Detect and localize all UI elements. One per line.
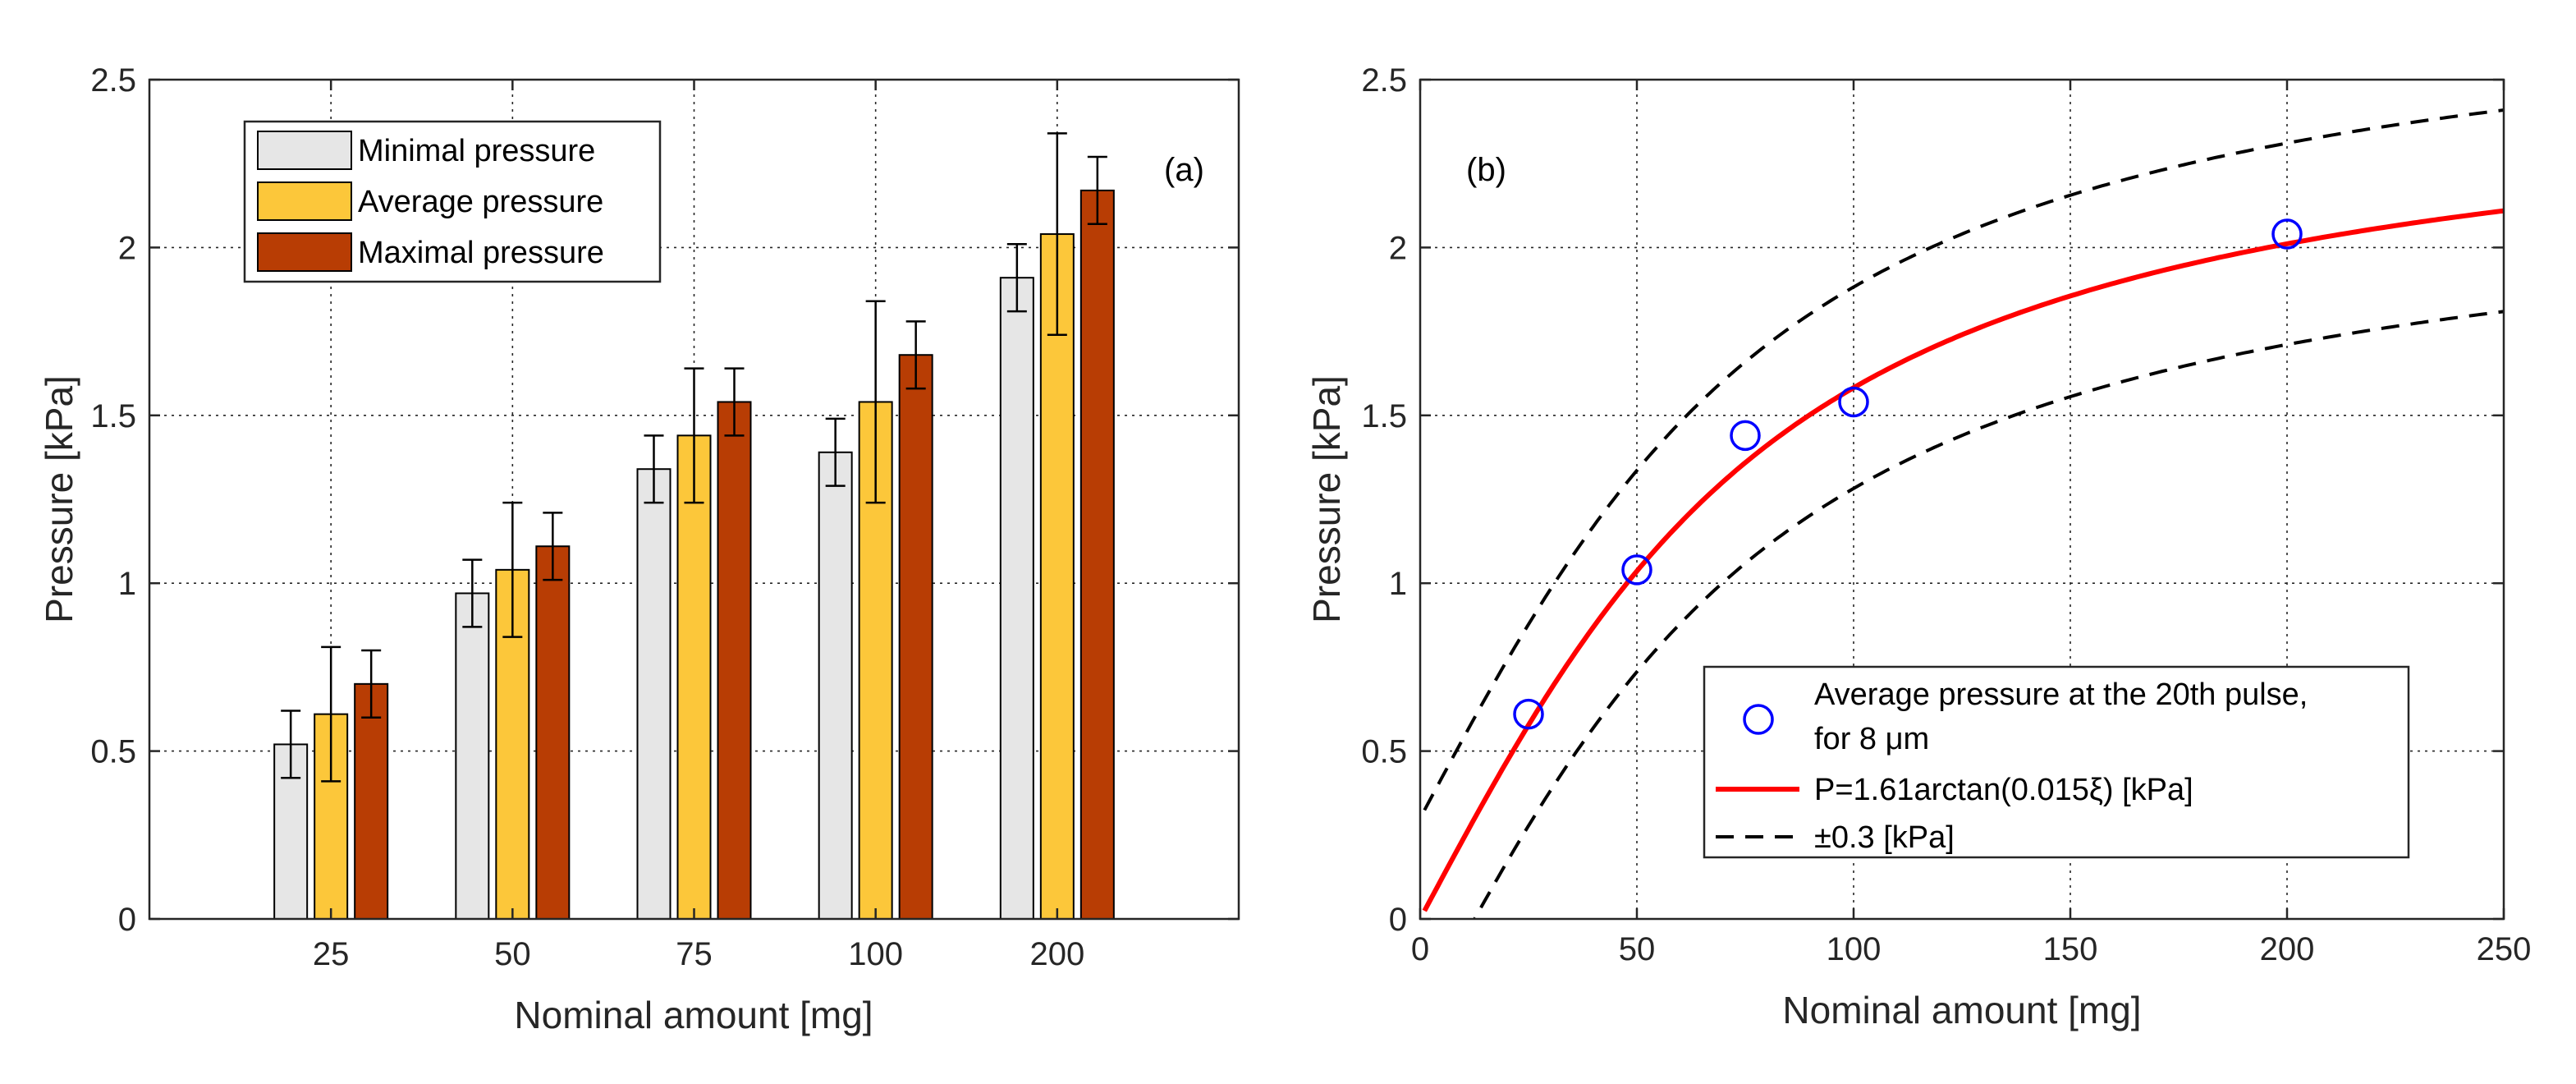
upper-bound-line (1423, 108, 2504, 811)
error-bar (1006, 243, 1027, 313)
legend-swatch-average (257, 181, 352, 221)
y-tick-label: 2 (118, 230, 136, 266)
legend-label-data-line2: for 8 μm (1814, 722, 1929, 756)
x-tick-label: 200 (1029, 936, 1084, 972)
error-bar (865, 300, 886, 504)
x-tick-labels-b: 0 50 100 150 200 250 (1411, 931, 2532, 967)
y-tick-label: 0 (1389, 902, 1407, 938)
error-bar (1087, 155, 1107, 226)
legend-marker-circle (1743, 704, 1774, 735)
bar (818, 451, 853, 920)
error-bars-a (281, 132, 1107, 783)
x-tick-label: 75 (676, 936, 713, 972)
data-point (1513, 698, 1544, 730)
line-chart-panel-b: 0 0.5 1 1.5 2 2.5 0 50 100 150 200 250 Nominal amo… (1305, 62, 2531, 1031)
error-bar (321, 645, 341, 783)
data-markers-b (1513, 218, 2303, 730)
legend-label-band: ±0.3 [kPa] (1814, 820, 1955, 855)
y-tick-label: 2 (1389, 230, 1407, 266)
y-tick-label: 0.5 (90, 734, 136, 770)
error-bar (361, 649, 382, 719)
bar (1079, 189, 1115, 921)
x-axis-label-b: Nominal amount [mg] (1782, 989, 2141, 1031)
error-bar (724, 367, 745, 437)
x-tick-label: 100 (848, 936, 903, 972)
x-tick-labels-a: 25 50 75 100 200 (313, 936, 1084, 972)
bar-chart-panel-a: 0 0.5 1 1.5 2 2.5 25 50 75 100 200 Nominal amount… (38, 62, 1240, 1036)
data-point (2271, 218, 2303, 250)
legend-label-fit: P=1.61arctan(0.015ξ) [kPa] (1814, 773, 2193, 807)
lower-bound-line (1473, 310, 2504, 919)
error-bar (1047, 132, 1067, 336)
y-tick-label: 0.5 (1361, 734, 1407, 770)
y-tick-labels-a: 0 0.5 1 1.5 2 2.5 (90, 62, 136, 938)
fit-curve (1422, 208, 2504, 912)
error-bar (644, 434, 664, 504)
y-axis-label-a: Pressure [kPa] (38, 375, 80, 623)
y-axis-label-b: Pressure [kPa] (1305, 375, 1348, 623)
bar (455, 592, 490, 920)
bar (535, 545, 571, 920)
x-tick-label: 50 (494, 936, 531, 972)
y-tick-label: 1.5 (1361, 398, 1407, 434)
error-bar (825, 417, 846, 487)
legend-swatch-minimal (257, 131, 352, 170)
error-bar (543, 512, 563, 581)
data-point (1621, 554, 1652, 586)
error-bar (281, 710, 301, 779)
ticks-b (1419, 78, 2505, 921)
x-tick-label: 0 (1411, 931, 1429, 967)
bar (676, 434, 712, 920)
x-tick-label: 100 (1827, 931, 1882, 967)
bar (999, 277, 1034, 920)
y-tick-label: 1.5 (90, 398, 136, 434)
axes-box-b (1419, 78, 2505, 921)
y-tick-labels-b: 0 0.5 1 1.5 2 2.5 (1361, 62, 1407, 938)
ticks-a (149, 78, 1239, 921)
bar (717, 401, 752, 920)
legend-label-maximal: Maximal pressure (358, 236, 604, 270)
x-tick-label: 150 (2043, 931, 2098, 967)
legend-label-minimal: Minimal pressure (358, 134, 595, 168)
error-bar (905, 320, 926, 390)
x-tick-label: 250 (2477, 931, 2532, 967)
y-tick-label: 2.5 (1361, 62, 1407, 99)
error-bar (502, 501, 523, 638)
x-tick-label: 200 (2260, 931, 2315, 967)
legend-swatch-maximal (257, 232, 352, 272)
legend-label-average: Average pressure (358, 185, 603, 219)
x-axis-label-a: Nominal amount [mg] (514, 994, 873, 1036)
data-point (1838, 386, 1869, 418)
bar (1039, 233, 1075, 921)
error-bar (462, 558, 483, 628)
panel-label-a: (a) (1164, 152, 1204, 188)
y-tick-label: 0 (118, 902, 136, 938)
data-point (1730, 420, 1761, 452)
legend-box-b (1703, 665, 2410, 859)
legend-label-data-line1: Average pressure at the 20th pulse, (1814, 678, 2308, 712)
error-bar (684, 367, 704, 504)
y-tick-label: 2.5 (90, 62, 136, 99)
legend-a: Minimal pressure Average pressure Maxima… (243, 120, 662, 283)
x-tick-label: 50 (1619, 931, 1656, 967)
bar (898, 354, 933, 920)
bar (354, 682, 389, 921)
legend-b: Average pressure at the 20th pulse, for … (1703, 665, 2410, 859)
x-tick-label: 25 (313, 936, 350, 972)
y-tick-label: 1 (1389, 566, 1407, 602)
y-tick-label: 1 (118, 566, 136, 602)
panel-label-b: (b) (1466, 152, 1506, 188)
bar (636, 468, 672, 920)
